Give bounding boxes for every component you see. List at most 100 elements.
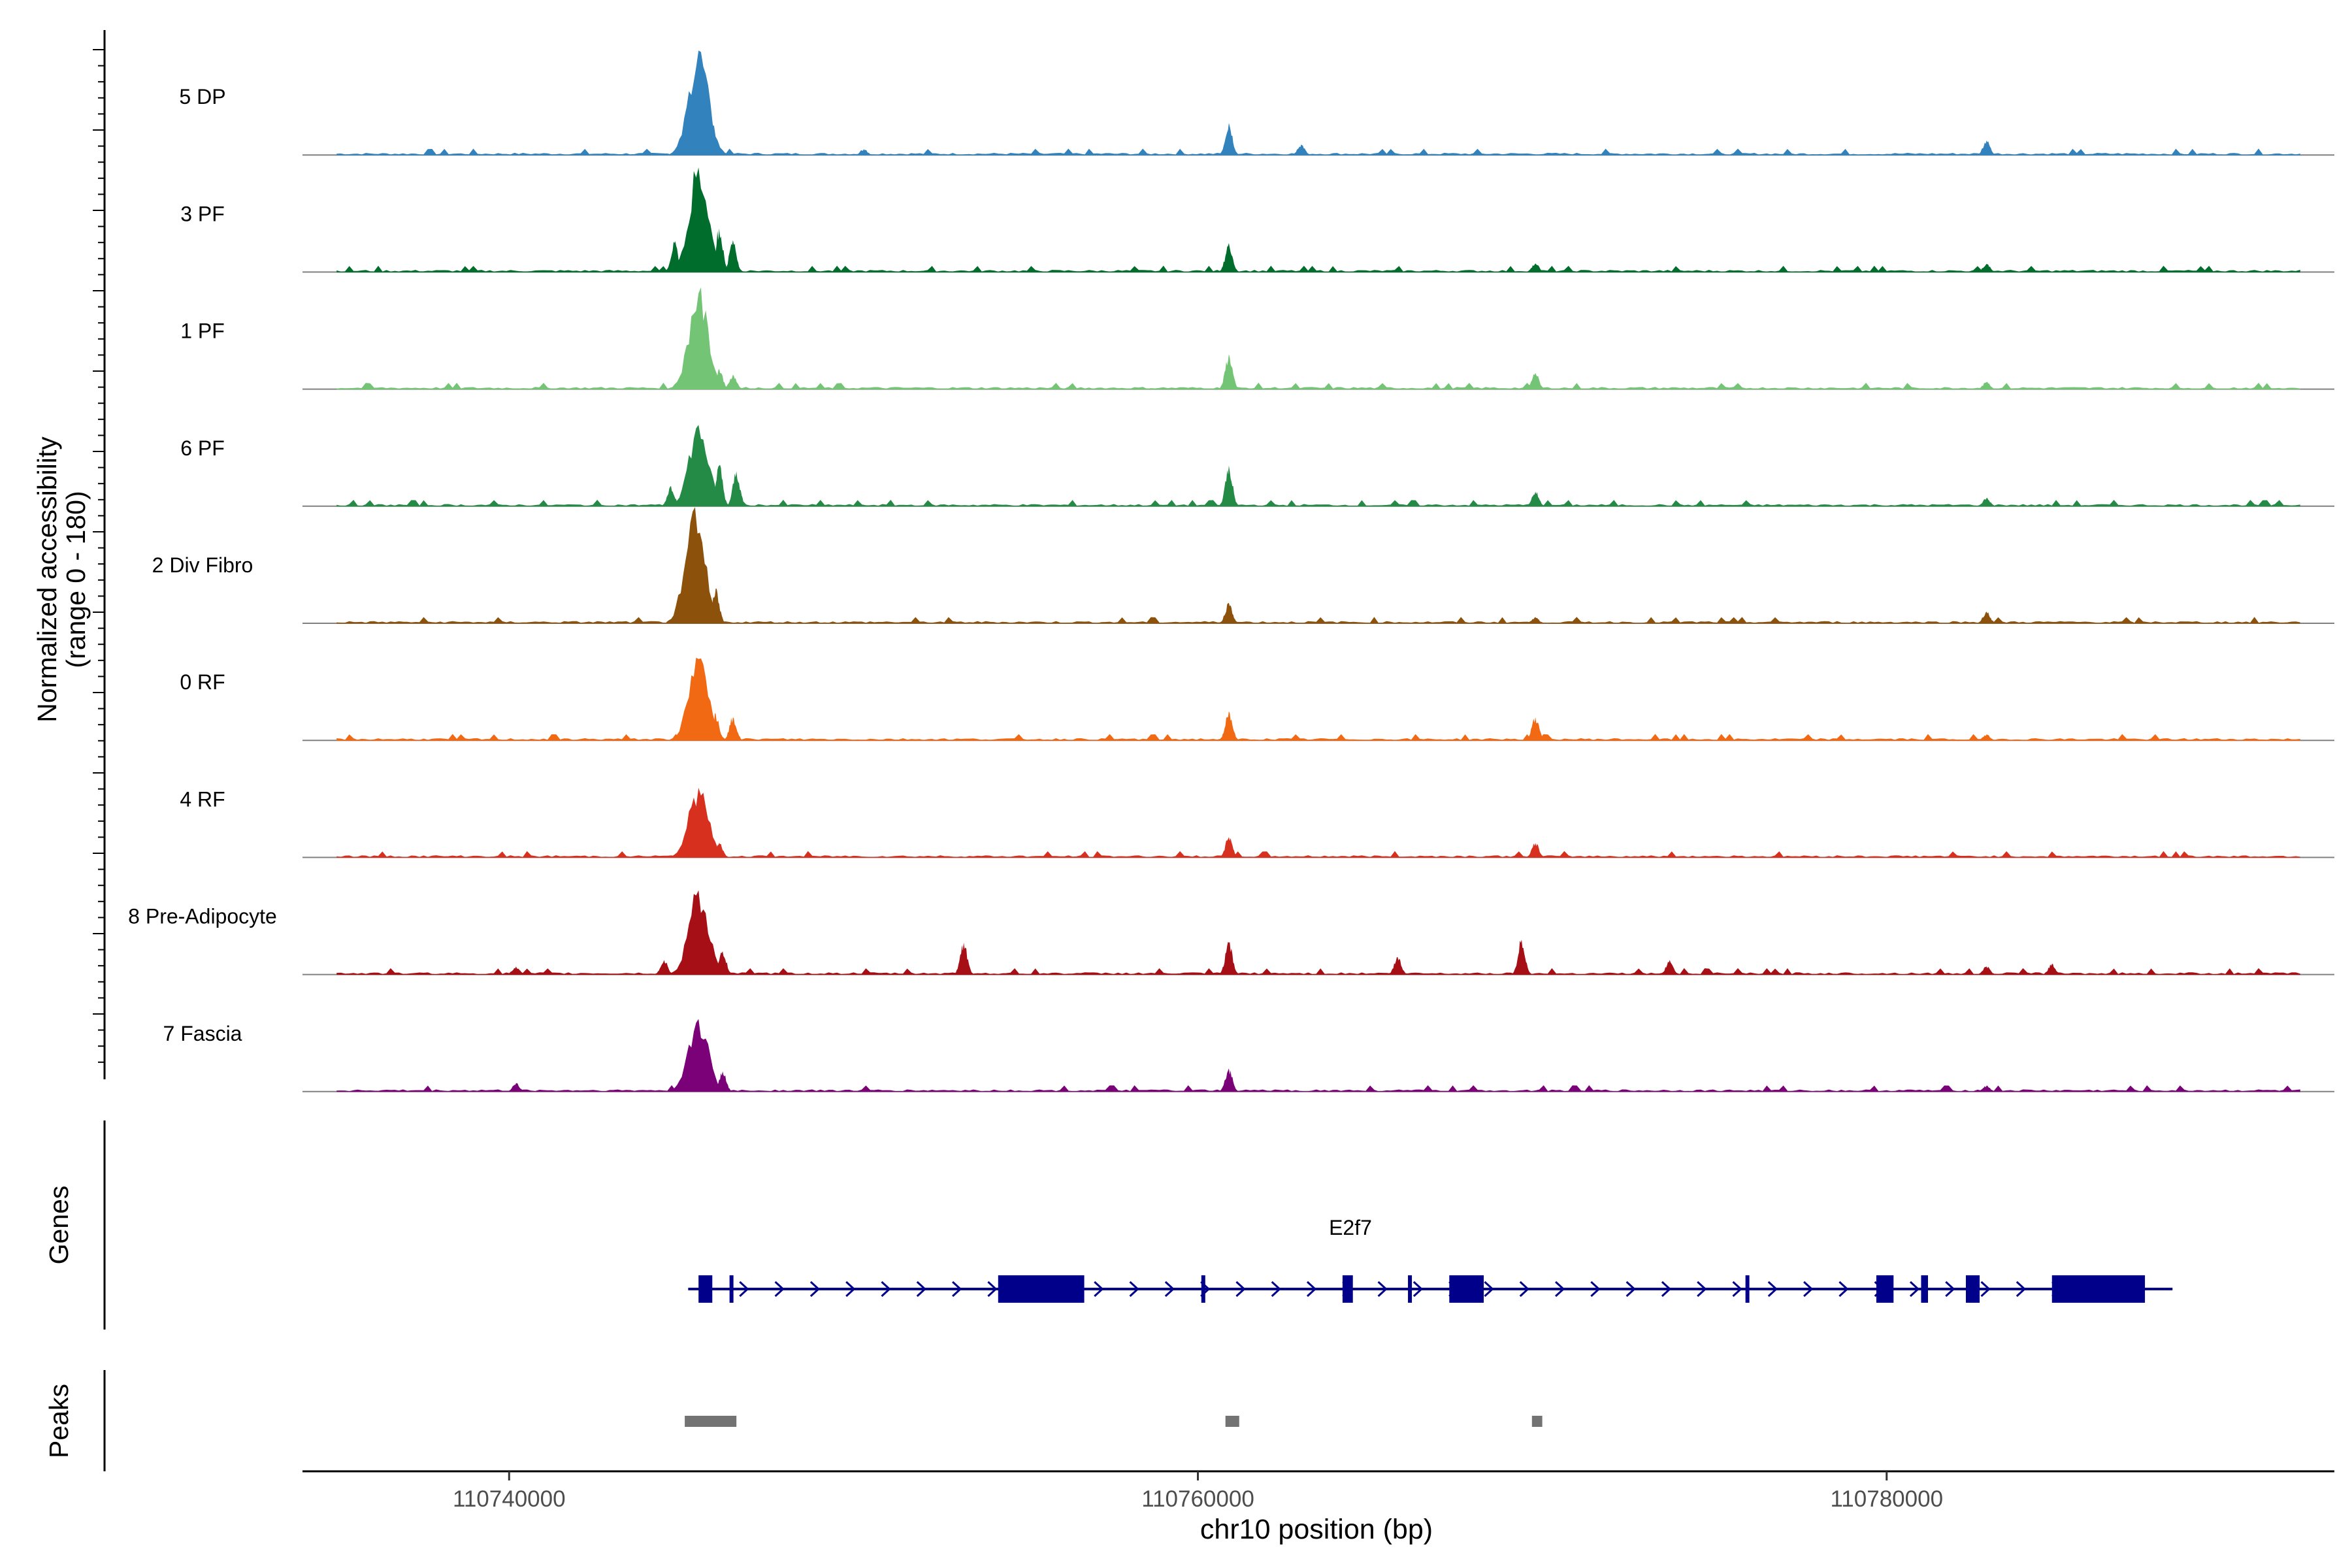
gene-strand-arrow bbox=[987, 1281, 998, 1298]
peaks-track-label: Peaks bbox=[44, 1384, 74, 1458]
coverage-peak-0-3 bbox=[1290, 144, 1312, 155]
genes-track-label: Genes bbox=[44, 1186, 74, 1265]
gene-strand-arrow bbox=[1945, 1281, 1955, 1298]
gene-exon-3 bbox=[1201, 1275, 1205, 1303]
coverage-peak-3-4 bbox=[1218, 465, 1239, 506]
track-label-6: 4 RF bbox=[180, 787, 225, 811]
coverage-peak-5-0 bbox=[670, 657, 728, 741]
gene-strand-arrow bbox=[916, 1281, 926, 1298]
coverage-peak-7-3 bbox=[953, 942, 975, 975]
track-label-1: 3 PF bbox=[180, 202, 225, 225]
gene-exon-4 bbox=[1342, 1275, 1353, 1303]
gene-strand-arrow bbox=[1377, 1281, 1388, 1298]
gene-strand-arrow bbox=[845, 1281, 856, 1298]
gene-exon-11 bbox=[2051, 1275, 2146, 1303]
coverage-peak-1-4 bbox=[1218, 243, 1239, 272]
gene-strand-arrow bbox=[1235, 1281, 1246, 1298]
track-label-3: 6 PF bbox=[180, 436, 225, 460]
coverage-peak-8-0 bbox=[670, 1019, 728, 1092]
coverage-peak-8-4 bbox=[1976, 1085, 1997, 1092]
coverage-peak-2-4 bbox=[1525, 372, 1546, 389]
coverage-peak-3-6 bbox=[1976, 498, 1997, 506]
coverage-peak-4-4 bbox=[1976, 612, 1997, 623]
coverage-peak-5-5 bbox=[1976, 734, 1997, 741]
coverage-peak-7-6 bbox=[1511, 939, 1532, 975]
gene-exon-7 bbox=[1745, 1275, 1750, 1303]
coverage-peak-3-0 bbox=[670, 425, 728, 506]
coverage-peak-0-4 bbox=[853, 149, 875, 155]
gene-strand-arrow bbox=[1909, 1281, 1920, 1298]
gene-strand-arrow bbox=[1094, 1281, 1104, 1298]
x-tick-label-0: 110740000 bbox=[453, 1486, 566, 1512]
gene-strand-arrow bbox=[1980, 1281, 1991, 1298]
coverage-peak-0-5 bbox=[1976, 140, 1997, 155]
coverage-peak-8-3 bbox=[505, 1083, 527, 1092]
coverage-peak-7-10 bbox=[505, 966, 527, 975]
coverage-peak-7-2 bbox=[712, 951, 734, 975]
coverage-peak-4-3 bbox=[1525, 617, 1546, 623]
coverage-peak-6-2 bbox=[1218, 837, 1239, 858]
coverage-peak-1-3 bbox=[722, 240, 743, 272]
gene-strand-arrow bbox=[1129, 1281, 1139, 1298]
gene-strand-arrow bbox=[1590, 1281, 1601, 1298]
coverage-peak-7-5 bbox=[1387, 956, 1409, 975]
coverage-peak-3-5 bbox=[1525, 491, 1546, 506]
gene-strand-arrow bbox=[952, 1281, 962, 1298]
gene-exon-10 bbox=[1965, 1275, 1980, 1303]
coverage-noise-3 bbox=[336, 500, 2300, 507]
coverage-peak-7-0 bbox=[670, 890, 728, 975]
coverage-peak-2-3 bbox=[1218, 354, 1239, 389]
coverage-peak-3-3 bbox=[726, 471, 747, 506]
gene-strand-arrow bbox=[1732, 1281, 1742, 1298]
gene-strand-arrow bbox=[881, 1281, 891, 1298]
y-axis-title: Normalized accessibility bbox=[32, 436, 62, 723]
coverage-noise-2 bbox=[336, 382, 2300, 390]
gene-strand-arrow bbox=[1484, 1281, 1494, 1298]
gene-strand-arrow bbox=[1625, 1281, 1636, 1298]
gene-strand-arrow bbox=[1413, 1281, 1424, 1298]
gene-strand-arrow bbox=[774, 1281, 785, 1298]
gene-exon-5 bbox=[1408, 1275, 1413, 1303]
gene-strand-arrow bbox=[1519, 1281, 1529, 1298]
track-label-5: 0 RF bbox=[180, 670, 225, 694]
track-label-8: 7 Fascia bbox=[163, 1022, 242, 1045]
track-label-7: 8 Pre-Adipocyte bbox=[128, 905, 277, 928]
coverage-peak-6-1 bbox=[708, 843, 730, 858]
gene-name-label: E2f7 bbox=[1329, 1216, 1372, 1239]
coverage-noise-1 bbox=[336, 265, 2300, 272]
coverage-peak-5-3 bbox=[1218, 711, 1239, 741]
coverage-noise-4 bbox=[336, 617, 2300, 624]
gene-strand-arrow bbox=[1803, 1281, 1814, 1298]
gene-strand-arrow bbox=[1271, 1281, 1281, 1298]
gene-strand-arrow bbox=[1306, 1281, 1317, 1298]
coverage-noise-7 bbox=[336, 968, 2300, 975]
gene-strand-arrow bbox=[1767, 1281, 1778, 1298]
coverage-peak-0-2 bbox=[1218, 123, 1239, 155]
coverage-peak-1-6 bbox=[1976, 264, 1997, 272]
x-axis-title: chr10 position (bp) bbox=[1200, 1514, 1433, 1545]
gene-strand-arrow bbox=[1555, 1281, 1565, 1298]
coverage-noise-6 bbox=[336, 851, 2300, 858]
coverage-peak-5-1 bbox=[705, 713, 727, 741]
coverage-peak-2-0 bbox=[670, 287, 728, 389]
gene-strand-arrow bbox=[1661, 1281, 1672, 1298]
coverage-peak-0-1 bbox=[702, 123, 723, 155]
gene-exon-0 bbox=[698, 1275, 713, 1303]
gene-strand-arrow bbox=[2016, 1281, 2027, 1298]
coverage-peak-6-0 bbox=[670, 787, 728, 858]
coverage-noise-5 bbox=[336, 734, 2300, 741]
gene-exon-8 bbox=[1876, 1275, 1894, 1303]
coverage-peak-5-2 bbox=[722, 717, 743, 741]
coverage-peak-2-5 bbox=[1976, 382, 1997, 389]
x-tick-label-1: 110760000 bbox=[1141, 1486, 1254, 1512]
coverage-peak-7-9 bbox=[1976, 966, 1997, 975]
x-tick-label-2: 110780000 bbox=[1830, 1486, 1943, 1512]
coverage-peak-7-1 bbox=[653, 960, 675, 975]
coverage-peak-1-5 bbox=[1525, 263, 1546, 272]
coverage-peak-4-1 bbox=[705, 588, 727, 623]
coverage-peak-7-8 bbox=[2041, 964, 2063, 975]
peak-region-0 bbox=[685, 1416, 737, 1427]
gene-strand-arrow bbox=[1838, 1281, 1849, 1298]
coverage-peak-3-2 bbox=[708, 465, 730, 506]
